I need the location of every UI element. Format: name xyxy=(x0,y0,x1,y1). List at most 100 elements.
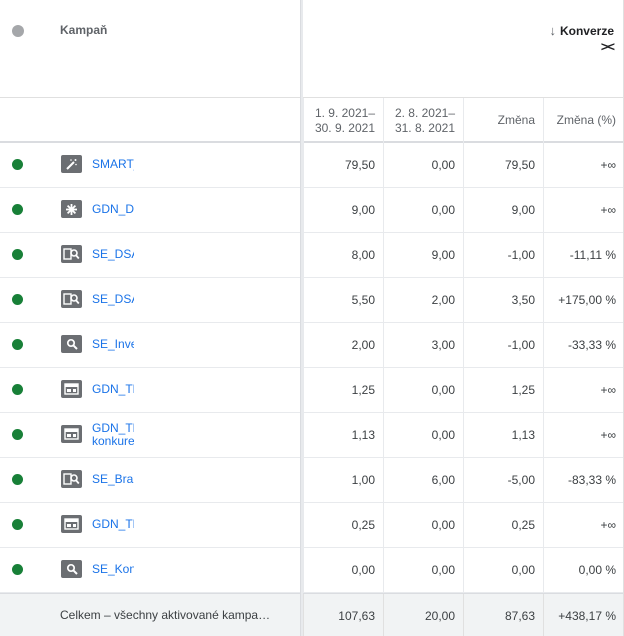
display-layout-icon xyxy=(61,425,82,443)
change-cell: -1,00 xyxy=(463,233,543,277)
table-row: SE_DSA 8,009,00-1,00-11,11 % xyxy=(0,233,624,278)
campaign-name-link[interactable]: SE_Inve xyxy=(92,338,134,351)
period-previous-line1: 2. 8. 2021– xyxy=(394,105,455,120)
conversions-previous-cell: 6,00 xyxy=(383,458,463,502)
campaign-name-line1: SE_Konl xyxy=(92,563,134,576)
change-cell: -1,00 xyxy=(463,323,543,367)
campaign-name-line1: SE_DSA xyxy=(92,248,134,261)
change-cell: 9,00 xyxy=(463,188,543,232)
campaign-name-link[interactable]: SE_Konl xyxy=(92,563,134,576)
total-previous: 20,00 xyxy=(383,594,463,636)
period-previous-line2: 31. 8. 2021 xyxy=(394,120,455,135)
status-column-header-dot[interactable] xyxy=(12,25,24,37)
campaign-name-line1: GDN_TE xyxy=(92,422,134,435)
campaign-name-link[interactable]: SMART_ xyxy=(92,158,134,171)
period-previous-header[interactable]: 2. 8. 2021– 31. 8. 2021 xyxy=(383,98,463,143)
status-enabled-dot[interactable] xyxy=(12,294,23,305)
conversions-previous-cell: 3,00 xyxy=(383,323,463,367)
campaign-name-link[interactable]: GDN_Di xyxy=(92,203,134,216)
table-row: SE_DSA 5,502,003,50+175,00 % xyxy=(0,278,624,323)
search-icon xyxy=(61,560,82,578)
change-percent-cell: +∞ xyxy=(543,503,624,547)
collapse-columns-icon[interactable]: >< xyxy=(600,39,615,54)
conversions-current-cell: 0,25 xyxy=(303,503,383,547)
status-enabled-dot[interactable] xyxy=(12,249,23,260)
campaign-name-link[interactable]: SE_Bran xyxy=(92,473,134,486)
table-row: GDN_TEkonkure1,130,001,13+∞ xyxy=(0,413,624,458)
total-label: Celkem – všechny aktivované kampa… xyxy=(60,608,271,622)
status-enabled-dot[interactable] xyxy=(12,339,23,350)
status-enabled-dot[interactable] xyxy=(12,474,23,485)
table-row: SE_Inve 2,00 3,00 -1,00 -33,33 % xyxy=(0,323,624,368)
conversions-header-label: Konverze xyxy=(559,23,614,38)
conversions-previous-cell: 2,00 xyxy=(383,278,463,322)
status-enabled-dot[interactable] xyxy=(12,519,23,530)
status-enabled-dot[interactable] xyxy=(12,159,23,170)
table-row: SE_Konl0,000,000,000,00 % xyxy=(0,548,624,593)
campaign-name-link[interactable]: SE_DSA xyxy=(92,248,134,261)
total-row: Celkem – všechny aktivované kampa… 107,6… xyxy=(0,593,624,636)
campaign-name-link[interactable]: GDN_TE xyxy=(92,518,134,531)
status-enabled-dot[interactable] xyxy=(12,384,23,395)
total-current: 107,63 xyxy=(303,594,383,636)
campaign-name-line1: GDN_TE xyxy=(92,383,134,396)
display-layout-icon xyxy=(61,515,82,533)
campaign-name-line2: konkure xyxy=(92,434,134,448)
change-percent-cell: +∞ xyxy=(543,368,624,412)
conversions-previous-cell: 0,00 xyxy=(383,143,463,187)
table-row: GDN_TE0,250,000,25+∞ xyxy=(0,503,624,548)
change-cell: -5,00 xyxy=(463,458,543,502)
conversions-column-header[interactable]: ↓ Konverze xyxy=(549,23,614,38)
change-cell: 0,25 xyxy=(463,503,543,547)
change-percent-header[interactable]: Změna (%) xyxy=(543,98,624,143)
conversions-current-cell: 79,50 xyxy=(303,143,383,187)
status-enabled-dot[interactable] xyxy=(12,564,23,575)
conversions-previous-cell: 0,00 xyxy=(383,188,463,232)
column-divider[interactable] xyxy=(300,0,303,636)
change-header[interactable]: Změna xyxy=(463,98,543,143)
conversions-previous-cell: 0,00 xyxy=(383,503,463,547)
search-dynamic-icon xyxy=(61,470,82,488)
status-enabled-dot[interactable] xyxy=(12,204,23,215)
campaign-name-link[interactable]: SE_DSA xyxy=(92,293,134,306)
search-icon xyxy=(61,335,82,353)
change-cell: 79,50 xyxy=(463,143,543,187)
conversions-current-cell: 0,00 xyxy=(303,548,383,592)
campaign-name-line1: GDN_TE xyxy=(92,518,134,531)
campaign-name-link[interactable]: GDN_TEkonkure xyxy=(92,422,134,448)
campaign-name-line1: SE_Inve xyxy=(92,338,134,351)
sort-descending-icon: ↓ xyxy=(549,23,556,38)
campaign-name-line1: SMART_ xyxy=(92,158,134,171)
magic-wand-icon xyxy=(61,155,82,173)
conversions-current-cell: 1,13 xyxy=(303,413,383,457)
status-enabled-dot[interactable] xyxy=(12,429,23,440)
comparison-subheader: 1. 9. 2021– 30. 9. 2021 2. 8. 2021– 31. … xyxy=(0,98,624,143)
campaign-column-header[interactable]: Kampaň xyxy=(60,23,108,37)
change-cell: 0,00 xyxy=(463,548,543,592)
search-dynamic-icon xyxy=(61,290,82,308)
conversions-previous-cell: 0,00 xyxy=(383,548,463,592)
conversions-previous-cell: 9,00 xyxy=(383,233,463,277)
search-dynamic-icon xyxy=(61,245,82,263)
change-percent-cell: +∞ xyxy=(543,143,624,187)
change-percent-cell: 0,00 % xyxy=(543,548,624,592)
conversions-current-cell: 5,50 xyxy=(303,278,383,322)
change-percent-cell: -11,11 % xyxy=(543,233,624,277)
change-percent-cell: +∞ xyxy=(543,413,624,457)
campaign-name-link[interactable]: GDN_TE xyxy=(92,383,134,396)
change-cell: 1,13 xyxy=(463,413,543,457)
period-current-line2: 30. 9. 2021 xyxy=(314,120,375,135)
change-percent-cell: -83,33 % xyxy=(543,458,624,502)
period-current-header[interactable]: 1. 9. 2021– 30. 9. 2021 xyxy=(303,98,383,143)
total-change: 87,63 xyxy=(463,594,543,636)
campaign-name-line1: SE_Bran xyxy=(92,473,134,486)
change-header-label: Změna xyxy=(497,113,535,127)
change-percent-cell: +175,00 % xyxy=(543,278,624,322)
table-row: GDN_TE1,250,001,25+∞ xyxy=(0,368,624,413)
period-current-line1: 1. 9. 2021– xyxy=(314,105,375,120)
conversions-current-cell: 1,25 xyxy=(303,368,383,412)
conversions-previous-cell: 0,00 xyxy=(383,413,463,457)
table-row: GDN_Di 9,00 0,00 9,00 +∞ xyxy=(0,188,624,233)
